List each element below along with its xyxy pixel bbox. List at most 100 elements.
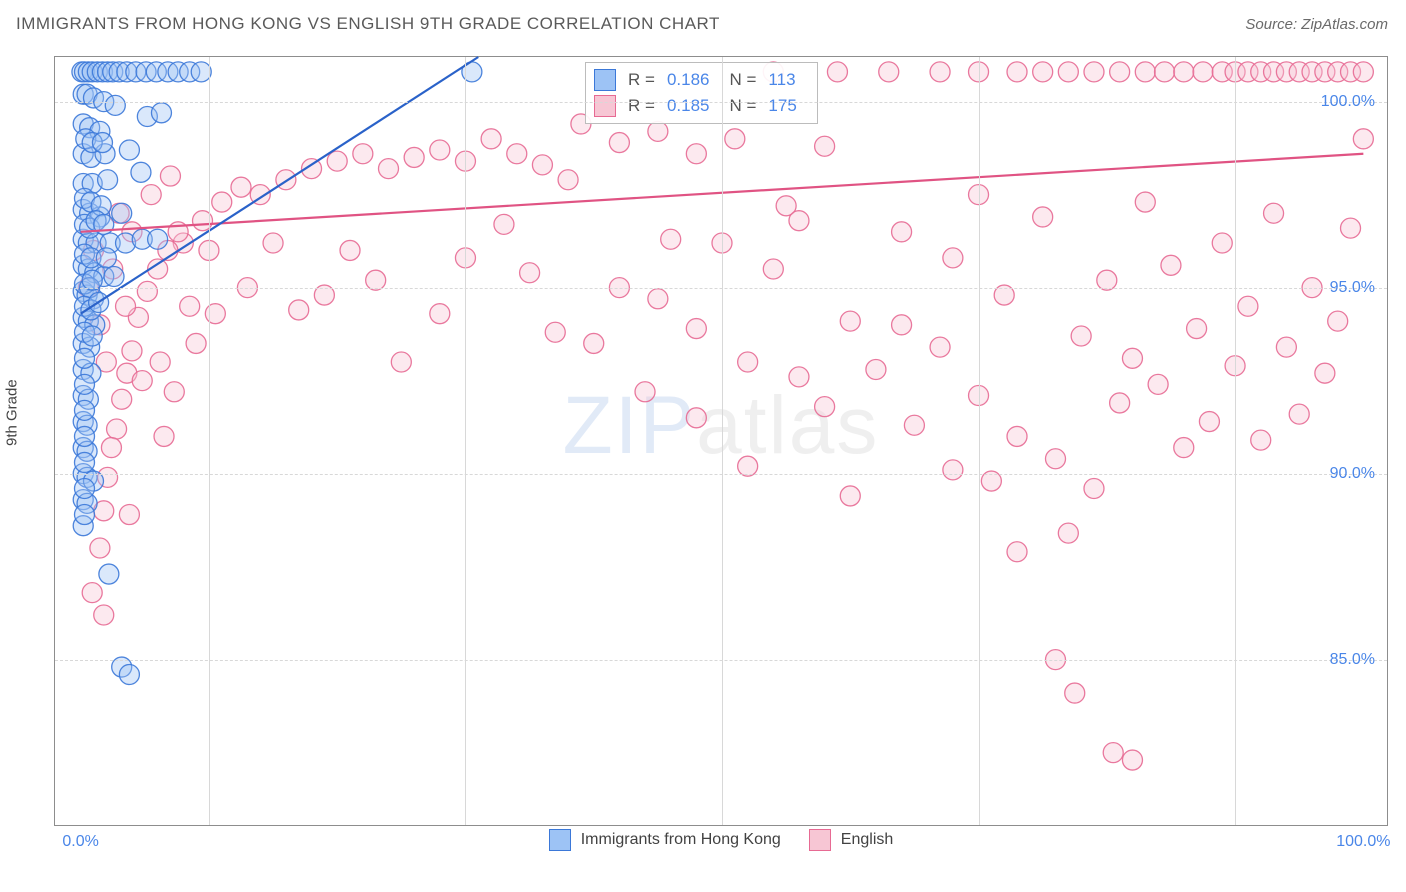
- legend-label: Immigrants from Hong Kong: [581, 831, 781, 849]
- scatter-point-en: [1199, 412, 1219, 432]
- scatter-point-en: [1007, 426, 1027, 446]
- gridline-v: [722, 57, 723, 825]
- scatter-point-en: [840, 311, 860, 331]
- scatter-point-hk: [92, 133, 112, 153]
- scatter-point-en: [107, 419, 127, 439]
- scatter-point-en: [930, 62, 950, 82]
- scatter-point-en: [866, 359, 886, 379]
- gridline-h: [55, 474, 1387, 475]
- scatter-point-en: [686, 408, 706, 428]
- stats-row-en: R =0.185N =175: [594, 93, 807, 119]
- gridline-v: [979, 57, 980, 825]
- source-label: Source:: [1245, 16, 1297, 33]
- scatter-point-en: [789, 211, 809, 231]
- scatter-point-en: [904, 415, 924, 435]
- scatter-point-en: [943, 460, 963, 480]
- scatter-point-en: [119, 505, 139, 525]
- scatter-point-hk: [75, 505, 95, 525]
- chart-container: IMMIGRANTS FROM HONG KONG VS ENGLISH 9TH…: [0, 0, 1406, 892]
- scatter-point-en: [1110, 393, 1130, 413]
- scatter-point-en: [532, 155, 552, 175]
- scatter-point-en: [231, 177, 251, 197]
- scatter-point-en: [763, 259, 783, 279]
- scatter-point-en: [1071, 326, 1091, 346]
- stat-n-label: N =: [729, 67, 756, 93]
- bottom-legend: Immigrants from Hong Kong English: [55, 827, 1387, 853]
- scatter-point-en: [1328, 311, 1348, 331]
- scatter-point-en: [892, 315, 912, 335]
- chart-title: IMMIGRANTS FROM HONG KONG VS ENGLISH 9TH…: [16, 14, 720, 34]
- x-tick-label: 0.0%: [62, 833, 98, 851]
- scatter-point-en: [180, 296, 200, 316]
- stats-row-hk: R =0.186N =113: [594, 67, 807, 93]
- scatter-point-en: [686, 319, 706, 339]
- scatter-point-en: [430, 140, 450, 160]
- scatter-point-en: [1103, 743, 1123, 763]
- scatter-point-en: [340, 240, 360, 260]
- scatter-point-en: [840, 486, 860, 506]
- scatter-point-en: [1187, 319, 1207, 339]
- gridline-v: [1235, 57, 1236, 825]
- scatter-point-en: [1122, 750, 1142, 770]
- legend-swatch-hk: [549, 829, 571, 851]
- scatter-point-en: [1174, 62, 1194, 82]
- scatter-point-hk: [105, 95, 125, 115]
- scatter-point-en: [122, 341, 142, 361]
- stat-r-label: R =: [628, 67, 655, 93]
- scatter-point-en: [892, 222, 912, 242]
- scatter-point-en: [1007, 62, 1027, 82]
- scatter-point-hk: [151, 103, 171, 123]
- stat-n-label: N =: [729, 93, 756, 119]
- scatter-svg: [55, 57, 1387, 825]
- scatter-point-en: [1033, 207, 1053, 227]
- legend-label: English: [841, 831, 893, 849]
- scatter-point-en: [648, 121, 668, 141]
- scatter-point-en: [1122, 348, 1142, 368]
- scatter-point-en: [1084, 478, 1104, 498]
- scatter-point-hk: [104, 266, 124, 286]
- scatter-point-en: [648, 289, 668, 309]
- stat-r-value: 0.185: [667, 93, 710, 119]
- scatter-point-en: [1353, 62, 1373, 82]
- gridline-h: [55, 288, 1387, 289]
- regression-line-hk: [81, 57, 479, 314]
- scatter-point-en: [1135, 192, 1155, 212]
- scatter-point-en: [789, 367, 809, 387]
- plot-area: ZIPatlas R =0.186N =113R =0.185N =175 Im…: [54, 56, 1388, 826]
- scatter-point-hk: [148, 229, 168, 249]
- scatter-point-en: [507, 144, 527, 164]
- scatter-point-en: [1058, 62, 1078, 82]
- scatter-point-hk: [98, 170, 118, 190]
- scatter-point-en: [112, 389, 132, 409]
- scatter-point-hk: [119, 140, 139, 160]
- scatter-point-en: [132, 371, 152, 391]
- scatter-point-en: [815, 397, 835, 417]
- scatter-point-en: [494, 214, 514, 234]
- swatch-en: [594, 95, 616, 117]
- scatter-point-en: [1161, 255, 1181, 275]
- scatter-point-hk: [75, 478, 95, 498]
- gridline-h: [55, 660, 1387, 661]
- scatter-point-en: [116, 296, 136, 316]
- scatter-point-en: [101, 438, 121, 458]
- stat-n-value: 175: [768, 93, 796, 119]
- scatter-point-en: [481, 129, 501, 149]
- scatter-point-en: [1212, 233, 1232, 253]
- scatter-point-en: [1315, 363, 1335, 383]
- scatter-point-en: [327, 151, 347, 171]
- gridline-v: [209, 57, 210, 825]
- legend-item-en: English: [809, 829, 893, 851]
- scatter-point-hk: [75, 452, 95, 472]
- scatter-point-en: [827, 62, 847, 82]
- scatter-point-hk: [99, 564, 119, 584]
- scatter-point-en: [1148, 374, 1168, 394]
- scatter-point-en: [212, 192, 232, 212]
- gridline-v: [465, 57, 466, 825]
- scatter-point-en: [1289, 404, 1309, 424]
- scatter-point-en: [738, 352, 758, 372]
- scatter-point-en: [1155, 62, 1175, 82]
- scatter-point-en: [1135, 62, 1155, 82]
- scatter-point-en: [1193, 62, 1213, 82]
- scatter-point-hk: [82, 326, 102, 346]
- scatter-point-en: [609, 133, 629, 153]
